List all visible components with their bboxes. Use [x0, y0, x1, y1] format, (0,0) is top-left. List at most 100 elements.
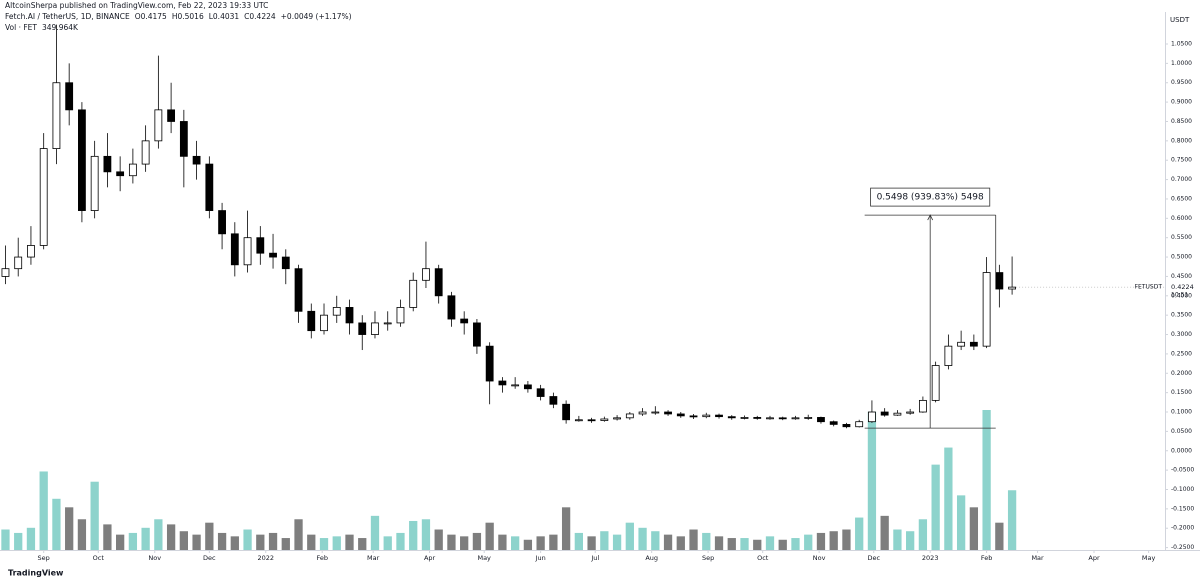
volume-bar — [867, 411, 877, 550]
x-tick-label: Aug — [645, 554, 658, 562]
x-tick-label: Sep — [38, 554, 50, 562]
volume-bar — [855, 517, 864, 550]
y-tick-label: -0.2500 — [1171, 544, 1194, 551]
y-tick-label: 0.6500 — [1171, 195, 1192, 202]
candle-body — [65, 82, 74, 111]
volume-name: Vol · FET — [5, 23, 37, 32]
volume-bar — [217, 532, 227, 550]
candle-body — [817, 417, 825, 423]
candle-body — [511, 384, 520, 387]
volume-bar — [714, 536, 724, 550]
candle-body — [689, 415, 698, 418]
measure-arrow — [927, 214, 934, 221]
volume-bar — [689, 529, 698, 550]
candle-body — [804, 417, 813, 419]
candle-body — [116, 171, 125, 177]
candle-body — [358, 322, 367, 335]
candle-body — [906, 411, 915, 414]
candle-body — [931, 365, 940, 401]
candle-body — [893, 412, 902, 416]
volume-bar — [154, 519, 163, 550]
y-tick-label: -0.2000 — [1171, 525, 1194, 532]
x-tick-label: May — [1142, 554, 1156, 562]
candle-body — [574, 419, 583, 422]
candle-body — [332, 307, 341, 316]
candle-body — [791, 417, 800, 420]
x-tick-label: Apr — [424, 554, 436, 562]
volume-bar — [39, 471, 48, 550]
y-tick-label: 0.7500 — [1171, 157, 1192, 164]
volume-bar — [944, 447, 953, 550]
volume-bar — [421, 519, 431, 550]
volume-bar — [192, 534, 201, 550]
volume-bar — [663, 534, 673, 550]
volume-bar — [179, 531, 188, 550]
candle-body — [587, 419, 596, 422]
y-tick-label: 0.0500 — [1171, 428, 1192, 435]
candle-body — [409, 279, 418, 308]
candle-body — [460, 318, 469, 324]
volume-bar — [256, 534, 265, 550]
y-tick-label: 0.4000 — [1171, 292, 1192, 299]
volume-bar — [26, 527, 36, 550]
volume-bar — [332, 536, 341, 550]
y-tick-label: 0.3500 — [1171, 312, 1192, 319]
close-text: C0.4224 — [244, 12, 276, 21]
brand: TradingView — [8, 569, 64, 578]
volume-bar — [498, 534, 507, 550]
y-tick-label: 0.2500 — [1171, 350, 1192, 357]
volume-bar — [128, 532, 138, 550]
candle-body — [625, 413, 634, 419]
candle-body — [179, 121, 188, 157]
candle-body — [269, 252, 277, 258]
candle-body — [702, 414, 711, 418]
y-tick-label: 0.1500 — [1171, 389, 1192, 396]
low-text: L0.4031 — [209, 12, 240, 21]
volume-bar — [294, 519, 303, 550]
volume-bar — [982, 410, 991, 550]
volume-bar — [447, 534, 456, 550]
candle-body — [753, 417, 762, 419]
candle-body — [141, 140, 150, 165]
y-tick-label: 1.0500 — [1171, 40, 1192, 47]
candle-body — [230, 233, 239, 266]
symbol: Fetch.AI / TetherUS, 1D, BINANCE — [5, 12, 130, 21]
x-tick-label: Feb — [981, 554, 993, 562]
candle-body — [396, 307, 405, 324]
candle-body — [27, 245, 35, 258]
x-tick-label: 2023 — [922, 554, 939, 562]
volume-bar — [918, 519, 928, 550]
y-tick-label: 0.5000 — [1171, 254, 1192, 261]
change-text: +0.0049 (+1.17%) — [281, 12, 352, 21]
volume-bar — [931, 464, 940, 550]
candle-body — [154, 109, 163, 142]
candle-body — [880, 411, 889, 416]
volume-bar — [243, 529, 252, 550]
candle-body — [829, 421, 838, 425]
volume-bar — [561, 507, 571, 550]
volume-bar — [549, 534, 558, 550]
y-tick-label: -0.1500 — [1171, 505, 1194, 512]
volume-bar — [727, 538, 736, 550]
volume-bar — [765, 536, 775, 550]
candle-body — [562, 403, 571, 421]
volume-bar — [511, 536, 520, 550]
candle-body — [740, 417, 749, 419]
candle-body — [294, 268, 303, 312]
candle-body — [78, 109, 86, 211]
volume-bar — [77, 519, 87, 550]
x-tick-label: Dec — [867, 554, 880, 562]
volume-bar — [205, 522, 214, 550]
high-text: H0.5016 — [172, 12, 204, 21]
y-tick-label: 0.8000 — [1171, 137, 1192, 144]
x-tick-label: Oct — [757, 554, 769, 562]
candle-body — [281, 256, 290, 270]
candle-body — [128, 163, 137, 177]
measure-box — [870, 187, 991, 207]
volume-bar — [651, 531, 660, 550]
volume-bar — [880, 515, 889, 550]
volume-bar — [115, 534, 125, 550]
candle-body — [715, 414, 723, 418]
measure-label: 0.5498 (939.83%) 5498 — [877, 193, 984, 203]
